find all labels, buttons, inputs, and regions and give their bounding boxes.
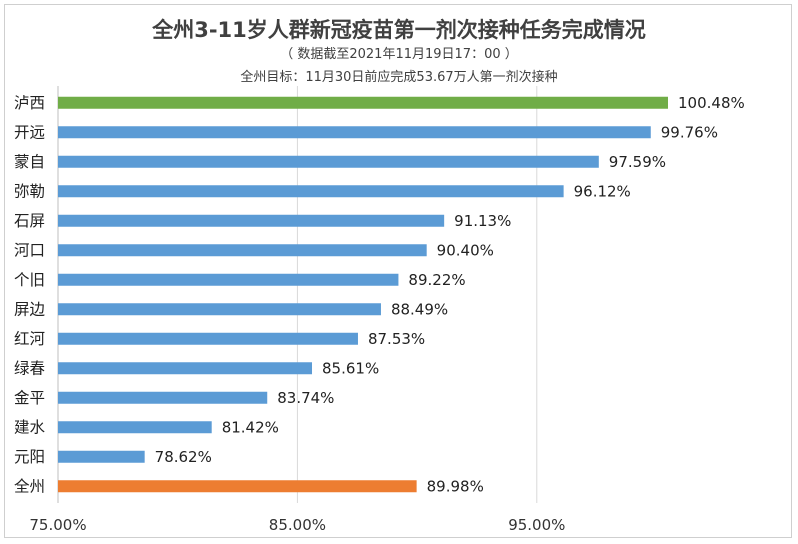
category-label-1: 开远 — [14, 123, 45, 141]
value-label-12: 78.62% — [155, 448, 212, 466]
category-label-6: 个旧 — [14, 271, 45, 289]
category-label-11: 建水 — [14, 418, 46, 436]
value-label-8: 87.53% — [368, 330, 425, 348]
category-label-5: 河口 — [14, 241, 45, 259]
category-label-3: 弥勒 — [14, 182, 45, 200]
x-tick-label-2: 95.00% — [508, 516, 565, 534]
bar-5 — [58, 244, 427, 257]
category-label-2: 蒙自 — [14, 153, 45, 171]
chart-title: 全州3-11岁人群新冠疫苗第一剂次接种任务完成情况 — [152, 18, 646, 42]
category-label-0: 泸西 — [14, 94, 45, 112]
category-label-9: 绿春 — [14, 359, 45, 377]
bar-1 — [58, 126, 651, 139]
x-tick-label-1: 85.00% — [269, 516, 326, 534]
bar-3 — [58, 185, 564, 198]
bar-12 — [58, 450, 145, 463]
value-label-7: 88.49% — [391, 300, 448, 318]
value-label-5: 90.40% — [437, 241, 494, 259]
bar-8 — [58, 332, 358, 345]
category-label-8: 红河 — [14, 330, 45, 348]
x-tick-label-0: 75.00% — [29, 516, 86, 534]
chart-target-note: 全州目标：11月30日前应完成53.67万人第一剂次接种 — [240, 70, 558, 85]
value-label-9: 85.61% — [322, 359, 379, 377]
bar-4 — [58, 214, 445, 227]
value-label-11: 81.42% — [222, 418, 279, 436]
category-label-13: 全州 — [14, 477, 45, 495]
chart-frame — [4, 4, 792, 538]
bar-2 — [58, 155, 599, 168]
value-label-6: 89.22% — [408, 271, 465, 289]
value-label-10: 83.74% — [277, 389, 334, 407]
value-label-4: 91.13% — [454, 212, 511, 230]
category-label-4: 石屏 — [14, 212, 45, 230]
value-label-1: 99.76% — [661, 123, 718, 141]
chart-subtitle: （ 数据截至2021年11月19日17：00 ） — [280, 47, 518, 62]
value-label-0: 100.48% — [678, 94, 745, 112]
category-label-12: 元阳 — [14, 448, 45, 466]
value-label-2: 97.59% — [609, 153, 666, 171]
bar-6 — [58, 273, 399, 286]
bar-9 — [58, 362, 313, 375]
value-label-3: 96.12% — [574, 182, 631, 200]
bar-0 — [58, 96, 668, 109]
category-label-7: 屏边 — [14, 300, 46, 318]
category-label-10: 金平 — [14, 389, 45, 407]
value-label-13: 89.98% — [427, 477, 484, 495]
bar-7 — [58, 303, 381, 316]
bar-13 — [58, 480, 417, 493]
bar-10 — [58, 391, 268, 404]
bar-11 — [58, 421, 212, 434]
